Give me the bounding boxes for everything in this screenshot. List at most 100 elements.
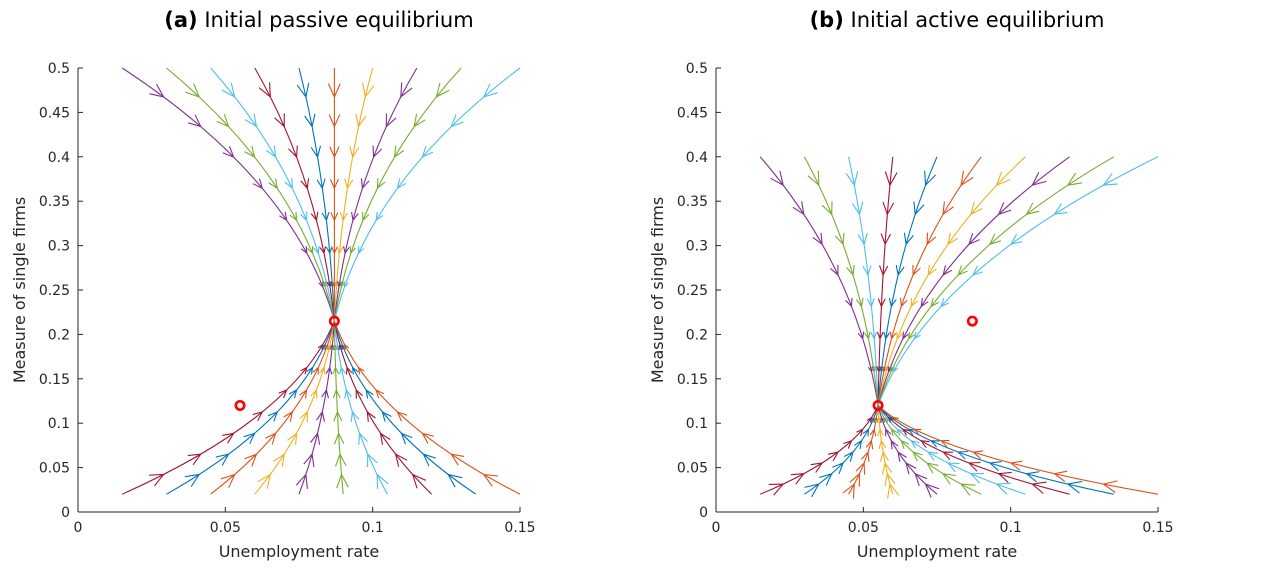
arrowhead	[913, 428, 922, 436]
arrowhead	[970, 201, 983, 216]
arrowhead	[319, 366, 326, 375]
arrowhead	[892, 366, 899, 373]
arrowhead	[901, 428, 910, 436]
arrowhead	[300, 366, 308, 375]
upper-trajectory	[333, 67, 418, 322]
arrowhead	[887, 482, 900, 499]
panel-b-tag: (b)	[809, 8, 844, 32]
arrowhead	[365, 388, 374, 399]
arrowhead	[336, 246, 344, 255]
arrowhead	[328, 114, 341, 128]
arrowhead	[244, 453, 258, 467]
arrowhead	[372, 145, 383, 159]
arrowhead	[352, 366, 359, 375]
unstable-equilibrium-marker	[966, 315, 978, 327]
arrowhead	[482, 473, 499, 487]
arrowhead	[243, 432, 256, 445]
arrowhead	[854, 439, 863, 450]
arrowhead	[956, 450, 969, 460]
arrowhead	[400, 82, 413, 99]
arrowhead	[304, 113, 316, 128]
y-tick-label: 0.4	[48, 150, 70, 166]
arrowhead	[283, 410, 294, 422]
arrowhead	[890, 439, 899, 450]
y-tick-label: 0.3	[686, 239, 708, 255]
lower-trajectory	[876, 405, 900, 499]
y-tick-label: 0.5	[48, 61, 70, 77]
upper-trajectory	[877, 156, 1070, 406]
arrowhead	[313, 246, 320, 255]
lower-trajectory	[333, 320, 521, 495]
y-tick-label: 0.15	[39, 372, 70, 388]
arrowhead	[289, 211, 298, 222]
lower-trajectory	[295, 321, 335, 495]
arrowhead	[957, 265, 968, 276]
arrowhead	[845, 297, 853, 308]
arrowhead	[988, 461, 1002, 472]
arrowhead	[812, 232, 823, 246]
arrowhead	[332, 388, 341, 399]
lower-trajectory	[877, 405, 940, 498]
upper-trajectory	[296, 67, 335, 322]
arrowhead	[329, 281, 335, 289]
arrowhead	[899, 297, 908, 308]
x-tick-label: 0.1	[362, 520, 384, 536]
arrowhead	[351, 211, 359, 222]
arrowhead	[881, 461, 893, 475]
trajectory-line	[121, 320, 335, 495]
arrowhead	[878, 439, 887, 450]
arrowhead	[959, 483, 976, 496]
trajectory-line	[333, 320, 477, 495]
lower-trajectory	[121, 320, 335, 495]
arrowhead	[288, 389, 298, 399]
upper-trajectory	[877, 156, 1115, 406]
arrowhead	[856, 428, 864, 437]
lower-trajectory	[166, 320, 335, 495]
arrowhead	[879, 450, 890, 462]
x-tick-label: 0.15	[504, 520, 535, 536]
arrowhead	[299, 388, 308, 399]
arrowhead	[257, 473, 272, 489]
y-tick-label: 0.45	[677, 105, 708, 121]
y-tick-label: 0.3	[48, 239, 70, 255]
arrowhead	[307, 246, 314, 255]
lower-trajectory	[210, 320, 335, 495]
trajectory-line	[333, 67, 462, 322]
arrowhead	[288, 145, 298, 159]
arrowhead	[321, 388, 330, 399]
arrowhead	[929, 440, 940, 448]
arrowhead	[924, 483, 940, 498]
arrowhead	[349, 145, 360, 159]
arrowhead	[366, 410, 376, 422]
arrowhead	[325, 246, 333, 255]
lower-trajectory	[333, 320, 477, 495]
panel-a-title: (a) Initial passive equilibrium	[0, 8, 638, 32]
arrowhead	[185, 83, 201, 98]
upper-trajectory	[877, 156, 1159, 406]
arrowhead	[877, 427, 884, 437]
arrowhead	[300, 211, 308, 222]
arrowhead	[849, 472, 861, 487]
arrowhead	[396, 178, 407, 190]
panel-b-title: (b) Initial active equilibrium	[638, 8, 1276, 32]
arrowhead	[855, 297, 864, 308]
arrowhead	[258, 82, 271, 99]
trajectories	[121, 67, 521, 495]
arrowhead	[926, 232, 937, 246]
arrowhead	[252, 178, 264, 190]
arrowhead	[768, 483, 785, 496]
arrowhead	[1009, 460, 1023, 471]
arrowhead	[267, 411, 279, 422]
arrowhead	[1031, 171, 1047, 187]
phase-plot-b: 0 0.05 0.1 0.15 0 0.05 0.1 0.15 0.2 0.25 0.3 0.35 0.…	[648, 61, 1174, 561]
arrowhead	[273, 453, 285, 468]
arrowhead	[804, 483, 820, 498]
arrowhead	[343, 246, 350, 255]
arrowhead	[216, 114, 230, 128]
arrowhead	[421, 145, 434, 159]
arrowhead	[942, 265, 953, 276]
arrowhead	[969, 473, 984, 484]
arrowhead	[296, 82, 310, 99]
arrowhead	[375, 211, 384, 222]
arrowhead	[997, 202, 1012, 216]
